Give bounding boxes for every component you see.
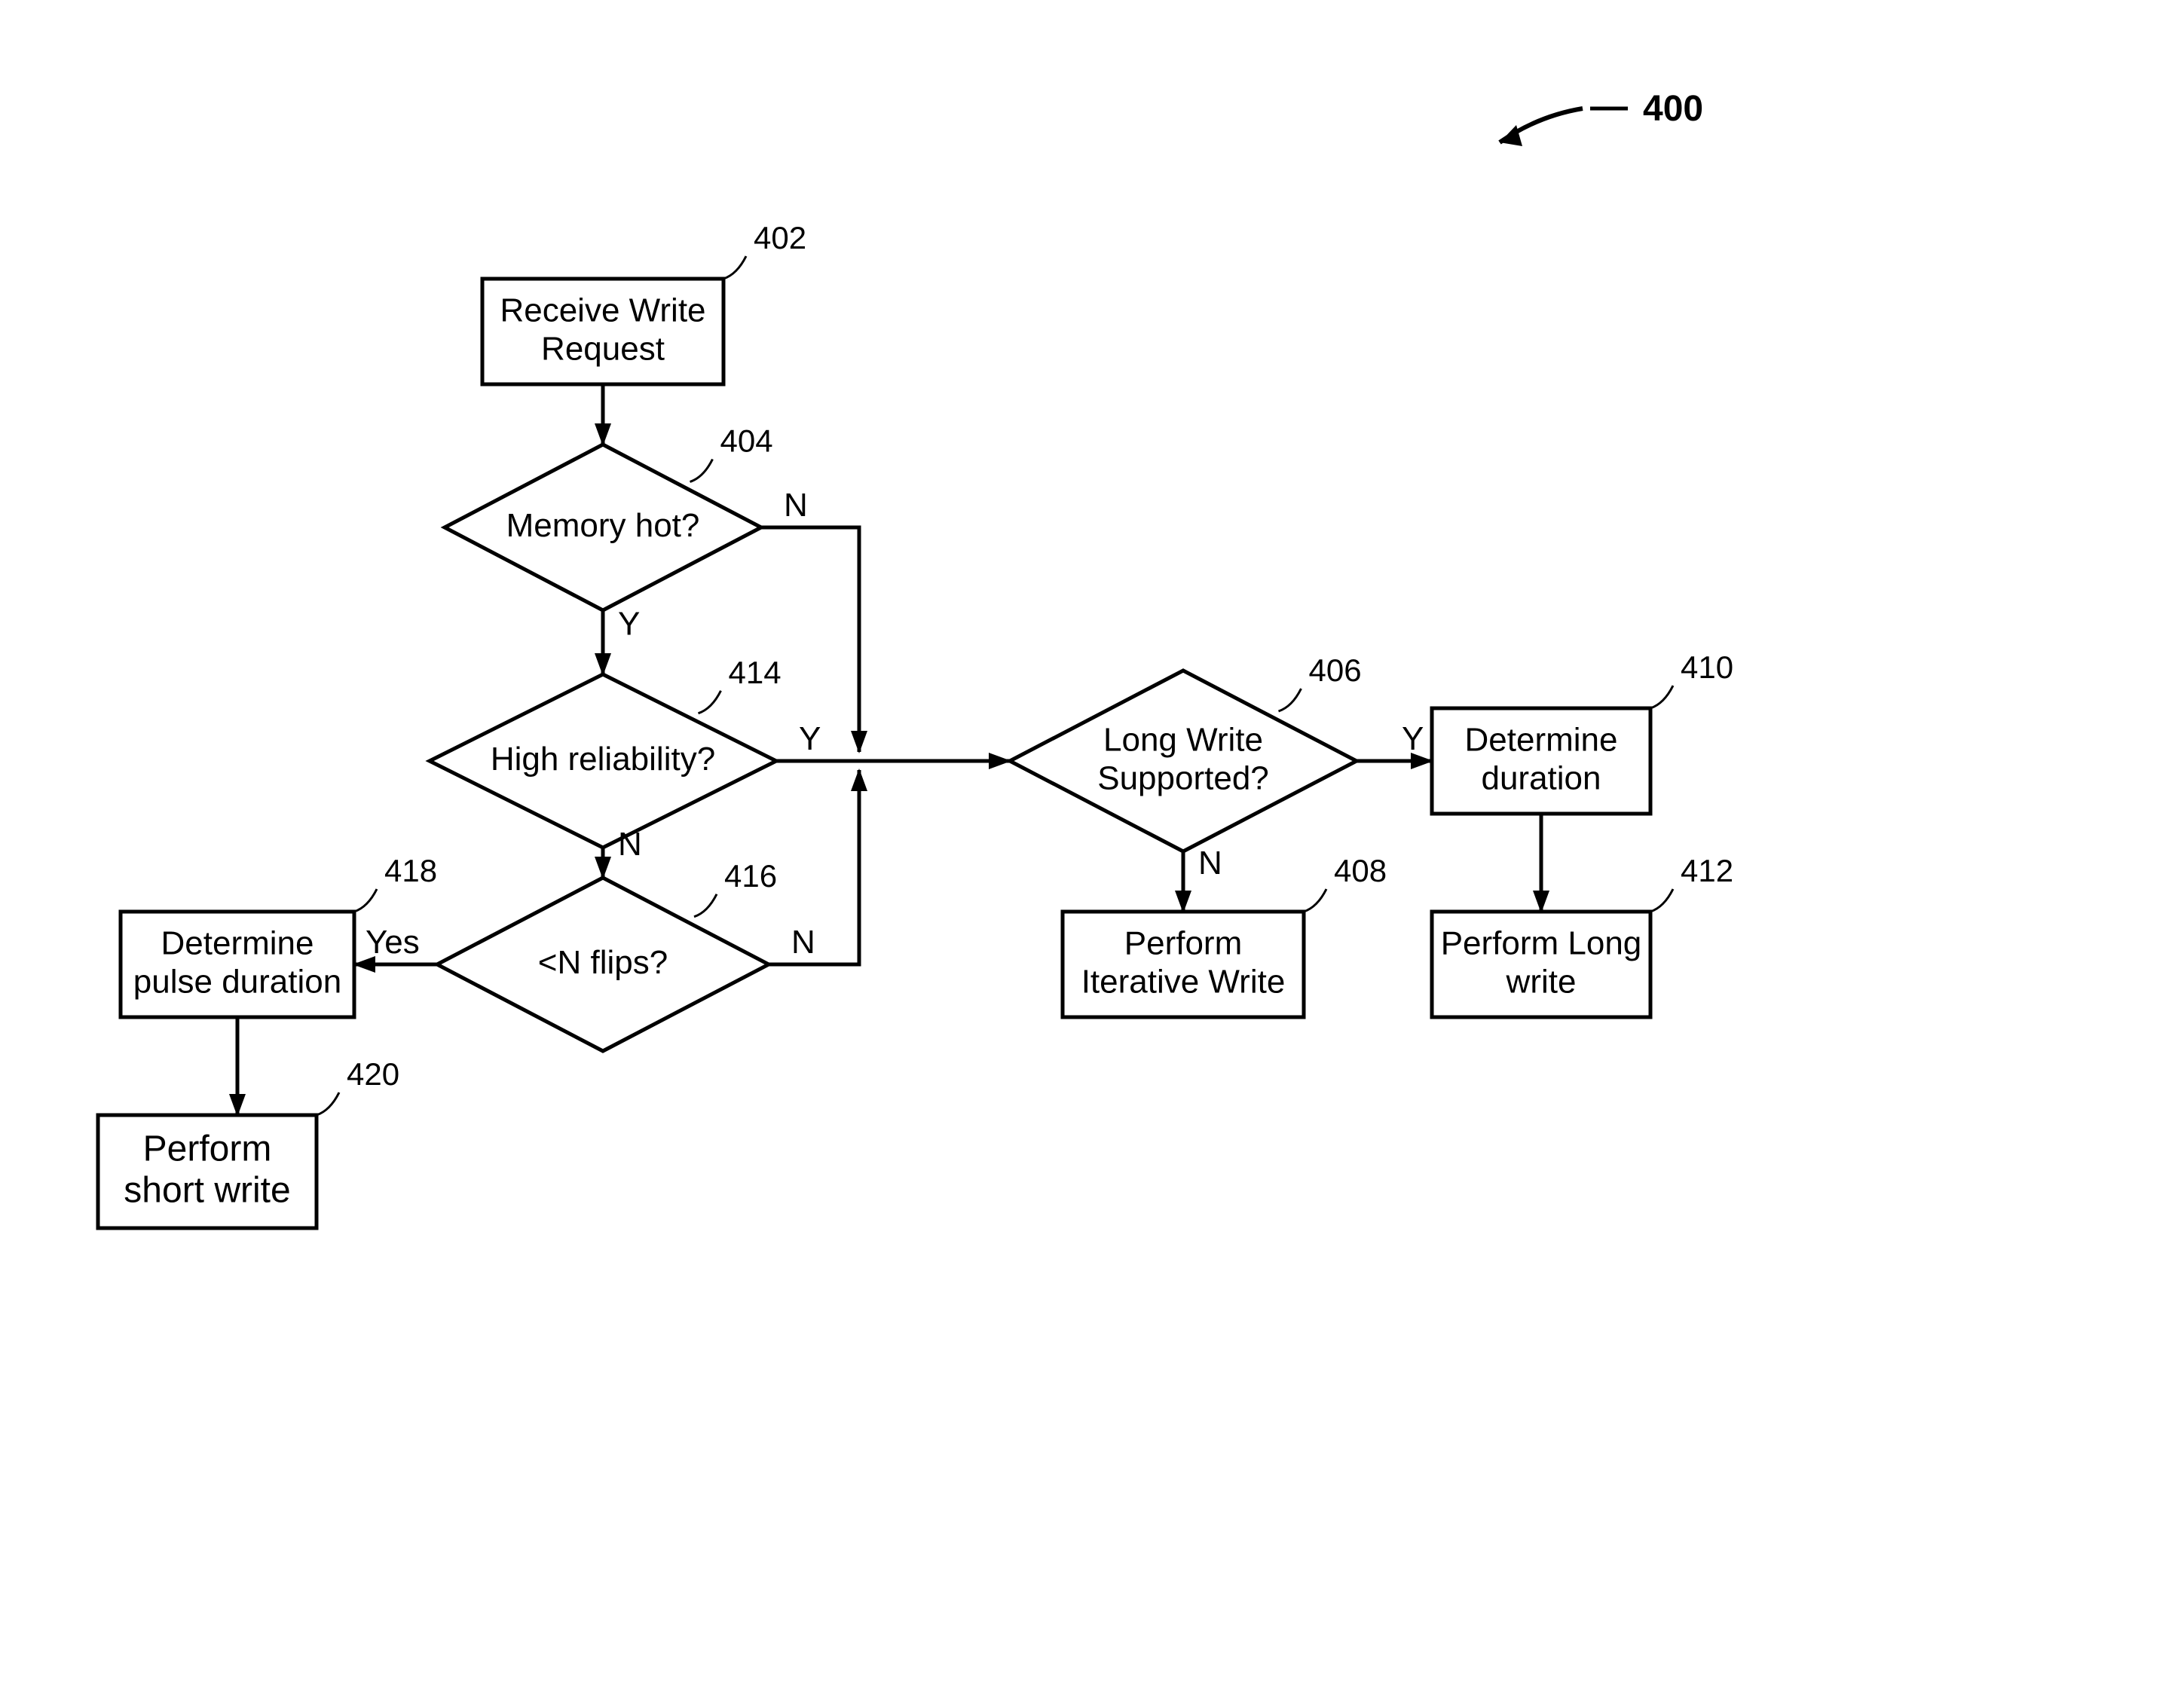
ref-406: 406 [1309, 652, 1362, 688]
edge-label: Yes [366, 924, 420, 961]
label-n418: Determinepulse duration [133, 924, 341, 1000]
ref-408: 408 [1334, 853, 1387, 888]
edge-label: Y [1402, 720, 1424, 757]
edge-label: N [784, 487, 808, 524]
ref-414: 414 [729, 655, 782, 690]
ref-404: 404 [720, 423, 773, 459]
label-n410: Determineduration [1465, 721, 1618, 796]
edge-label: N [791, 924, 815, 961]
edge-label: N [1198, 845, 1222, 882]
ref-420: 420 [347, 1056, 399, 1092]
label-n404: Memory hot? [506, 507, 700, 544]
label-n416: <N flips? [538, 944, 668, 981]
ref-418: 418 [384, 853, 437, 888]
ref-416: 416 [724, 858, 777, 894]
edge-label: Y [799, 720, 821, 757]
ref-412: 412 [1681, 853, 1733, 888]
ref-402: 402 [754, 220, 806, 255]
edge-label: Y [618, 606, 640, 643]
label-n414: High reliability? [491, 741, 715, 778]
label-n406: Long WriteSupported? [1097, 721, 1269, 796]
ref-410: 410 [1681, 649, 1733, 685]
edge-label: N [618, 826, 642, 863]
figure-reference: 400 [1643, 89, 1703, 129]
